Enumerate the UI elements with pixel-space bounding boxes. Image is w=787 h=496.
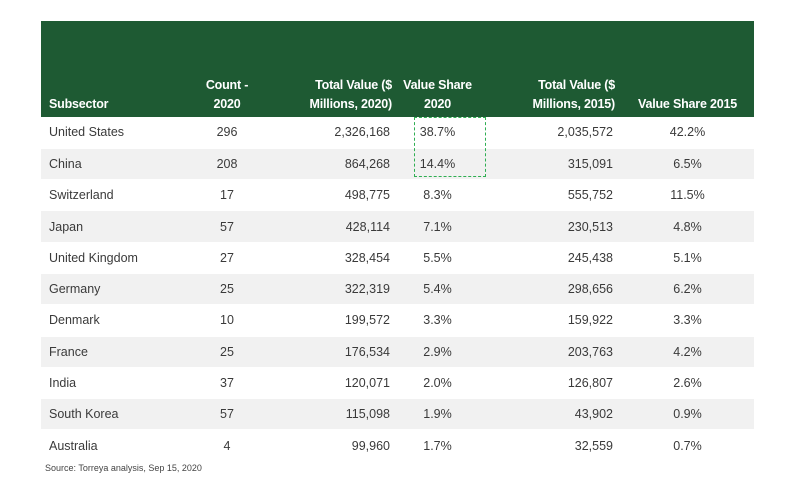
cell-total-2015: 159,922 [477, 304, 621, 337]
cell-total-2020: 498,775 [267, 179, 398, 212]
cell-count: 296 [187, 117, 267, 149]
cell-share-2020: 1.7% [398, 429, 477, 462]
cell-count: 57 [187, 210, 267, 243]
cell-subsector: India [41, 367, 187, 400]
cell-total-2015: 2,035,572 [477, 117, 621, 149]
table-row: China 208 864,268 14.4% 315,091 6.5% [41, 148, 754, 181]
header-value-share-2015: Value Share 2015 [621, 21, 754, 117]
header-share2020-line2: 2020 [423, 97, 451, 111]
cell-total-2020: 328,454 [267, 242, 398, 274]
cell-share-2015: 6.2% [621, 273, 754, 306]
cell-count: 4 [187, 429, 267, 462]
cell-count: 10 [187, 304, 267, 337]
cell-share-2015: 11.5% [621, 179, 754, 212]
cell-total-2020: 176,534 [267, 336, 398, 368]
cell-subsector: Denmark [41, 304, 187, 337]
table-row: South Korea 57 115,098 1.9% 43,902 0.9% [41, 398, 754, 431]
country-value-table: Subsector Count - 2020 Total Value ($ Mill… [41, 21, 754, 462]
cell-count: 25 [187, 273, 267, 306]
cell-count: 25 [187, 336, 267, 368]
cell-subsector: United Kingdom [41, 242, 187, 274]
cell-share-2020: 3.3% [398, 304, 477, 337]
cell-total-2020: 322,319 [267, 273, 398, 306]
cell-total-2020: 120,071 [267, 367, 398, 400]
cell-share-2015: 0.9% [621, 398, 754, 431]
table-row: United Kingdom 27 328,454 5.5% 245,438 5… [41, 242, 754, 274]
table-row: Switzerland 17 498,775 8.3% 555,752 11.5… [41, 179, 754, 212]
cell-share-2020: 5.5% [398, 242, 477, 274]
cell-total-2020: 2,326,168 [267, 117, 398, 149]
cell-share-2020: 8.3% [398, 179, 477, 212]
cell-share-2015: 3.3% [621, 304, 754, 337]
header-total2015-line1: Total Value ($ [538, 78, 615, 92]
cell-share-2015: 4.2% [621, 336, 754, 368]
cell-share-2015: 2.6% [621, 367, 754, 400]
cell-share-2020: 2.0% [398, 367, 477, 400]
table-header: Subsector Count - 2020 Total Value ($ Mill… [41, 21, 754, 117]
cell-share-2020: 5.4% [398, 273, 477, 306]
cell-share-2020: 38.7% [398, 117, 477, 149]
header-row: Subsector Count - 2020 Total Value ($ Mill… [41, 21, 754, 117]
cell-count: 57 [187, 398, 267, 431]
cell-total-2020: 864,268 [267, 148, 398, 181]
cell-subsector: China [41, 148, 187, 181]
cell-subsector: United States [41, 117, 187, 149]
cell-subsector: South Korea [41, 398, 187, 431]
cell-total-2015: 245,438 [477, 242, 621, 274]
table-row: Germany 25 322,319 5.4% 298,656 6.2% [41, 273, 754, 306]
header-total2020-line2: Millions, 2020) [309, 97, 393, 111]
cell-subsector: France [41, 336, 187, 368]
header-count-2020: Count - 2020 [187, 21, 267, 117]
cell-total-2020: 115,098 [267, 398, 398, 431]
cell-share-2020: 14.4% [398, 148, 477, 181]
header-count-line1: Count - [205, 78, 249, 92]
cell-count: 37 [187, 367, 267, 400]
table-row: Denmark 10 199,572 3.3% 159,922 3.3% [41, 304, 754, 337]
cell-subsector: Australia [41, 429, 187, 462]
cell-total-2015: 315,091 [477, 148, 621, 181]
cell-total-2020: 199,572 [267, 304, 398, 337]
cell-total-2015: 298,656 [477, 273, 621, 306]
cell-count: 27 [187, 242, 267, 274]
cell-subsector: Japan [41, 210, 187, 243]
header-total-value-2015: Total Value ($ Millions, 2015) [477, 21, 621, 117]
header-total-value-2020: Total Value ($ Millions, 2020) [267, 21, 398, 117]
table-body: United States 296 2,326,168 38.7% 2,035,… [41, 117, 754, 462]
cell-subsector: Germany [41, 273, 187, 306]
cell-total-2015: 32,559 [477, 429, 621, 462]
cell-total-2015: 126,807 [477, 367, 621, 400]
cell-total-2020: 99,960 [267, 429, 398, 462]
cell-share-2020: 7.1% [398, 210, 477, 243]
header-share2020-line1: Value Share [403, 78, 472, 92]
table-row: Australia 4 99,960 1.7% 32,559 0.7% [41, 429, 754, 462]
header-share2015-label: Value Share 2015 [638, 97, 737, 111]
cell-count: 17 [187, 179, 267, 212]
table-row: United States 296 2,326,168 38.7% 2,035,… [41, 117, 754, 149]
header-total2015-line2: Millions, 2015) [532, 97, 616, 111]
cell-share-2015: 0.7% [621, 429, 754, 462]
header-subsector-label: Subsector [49, 97, 109, 111]
table-row: France 25 176,534 2.9% 203,763 4.2% [41, 336, 754, 368]
cell-total-2015: 230,513 [477, 210, 621, 243]
source-note: Source: Torreya analysis, Sep 15, 2020 [45, 463, 202, 473]
cell-share-2015: 5.1% [621, 242, 754, 274]
cell-total-2020: 428,114 [267, 210, 398, 243]
cell-share-2020: 2.9% [398, 336, 477, 368]
header-total2020-line1: Total Value ($ [315, 78, 392, 92]
table-row: India 37 120,071 2.0% 126,807 2.6% [41, 367, 754, 400]
cell-share-2015: 4.8% [621, 210, 754, 243]
cell-count: 208 [187, 148, 267, 181]
cell-total-2015: 43,902 [477, 398, 621, 431]
cell-total-2015: 555,752 [477, 179, 621, 212]
header-subsector: Subsector [41, 21, 187, 117]
cell-share-2015: 6.5% [621, 148, 754, 181]
cell-total-2015: 203,763 [477, 336, 621, 368]
cell-subsector: Switzerland [41, 179, 187, 212]
cell-share-2020: 1.9% [398, 398, 477, 431]
header-count-line2: 2020 [213, 97, 241, 111]
cell-share-2015: 42.2% [621, 117, 754, 149]
table-row: Japan 57 428,114 7.1% 230,513 4.8% [41, 210, 754, 243]
header-value-share-2020: Value Share 2020 [398, 21, 477, 117]
